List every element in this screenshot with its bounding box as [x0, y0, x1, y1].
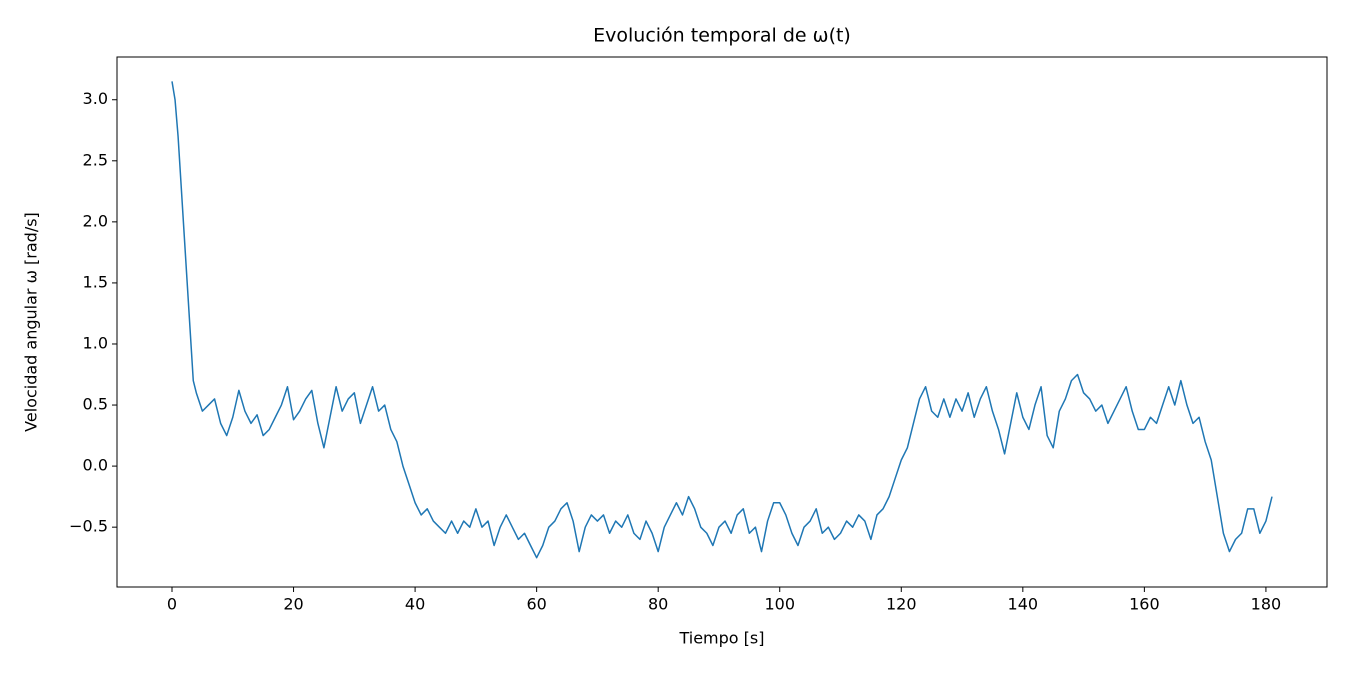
x-tick-label: 180	[1251, 595, 1282, 614]
x-tick-label: 40	[405, 595, 425, 614]
y-tick-label: 1.0	[83, 333, 108, 352]
x-tick-label: 80	[648, 595, 668, 614]
y-tick-label: −0.5	[69, 517, 108, 536]
plot-frame	[116, 56, 1328, 588]
y-tick-label: 2.0	[83, 211, 108, 230]
y-tick-label: 2.5	[83, 150, 108, 169]
y-tick-label: 1.5	[83, 272, 108, 291]
x-tick-label: 20	[283, 595, 303, 614]
x-tick-label: 140	[1008, 595, 1039, 614]
x-axis-label: Tiempo [s]	[678, 629, 764, 648]
x-tick-label: 100	[764, 595, 795, 614]
y-tick-label: 0.5	[83, 395, 108, 414]
x-tick-label: 0	[167, 595, 177, 614]
chart-title: Evolución temporal de ω(t)	[593, 25, 851, 47]
y-tick-label: 0.0	[83, 456, 108, 475]
y-tick-label: 3.0	[83, 89, 108, 108]
data-line	[171, 81, 1273, 559]
x-tick-label: 120	[886, 595, 917, 614]
y-axis-label: Velocidad angular ω [rad/s]	[22, 212, 41, 432]
x-tick-label: 60	[526, 595, 546, 614]
x-tick-label: 160	[1129, 595, 1160, 614]
